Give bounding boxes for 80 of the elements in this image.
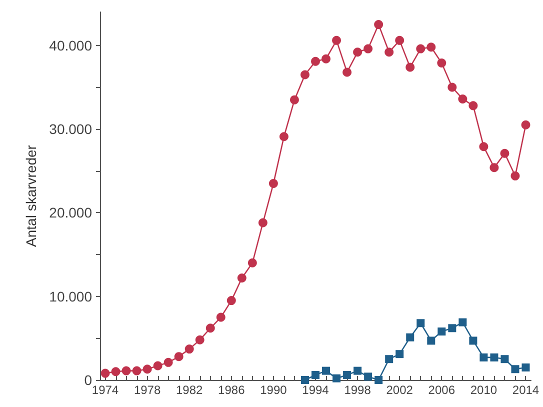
point <box>395 36 404 45</box>
point <box>174 352 184 362</box>
point <box>438 327 446 336</box>
point <box>490 353 498 362</box>
point <box>353 48 362 57</box>
point <box>268 178 278 188</box>
y-tick-label: 10.000 <box>49 288 92 304</box>
point <box>458 94 468 104</box>
point <box>279 132 288 142</box>
point <box>374 376 383 384</box>
point <box>195 335 204 344</box>
point <box>468 101 478 110</box>
point <box>206 324 215 333</box>
point <box>290 95 299 104</box>
point <box>258 218 268 228</box>
y-tick-label: 0 <box>84 372 92 388</box>
point <box>122 366 131 376</box>
point <box>100 368 110 378</box>
point <box>416 319 425 328</box>
point <box>500 355 509 364</box>
point <box>216 312 226 322</box>
point <box>300 70 310 80</box>
point <box>479 142 488 152</box>
point <box>396 350 404 358</box>
point <box>322 54 331 64</box>
point <box>153 361 162 370</box>
point <box>480 353 488 362</box>
point <box>510 171 520 180</box>
point <box>342 68 352 77</box>
point <box>364 44 373 54</box>
point <box>311 56 320 66</box>
point <box>142 364 152 374</box>
point <box>521 120 530 130</box>
point <box>164 358 173 367</box>
point <box>374 20 384 30</box>
x-tick-label: 1986 <box>218 383 246 397</box>
y-tick-label: 40.000 <box>49 37 92 54</box>
point <box>522 363 530 372</box>
point <box>111 367 120 376</box>
point <box>248 258 257 268</box>
point <box>132 366 142 376</box>
x-tick-label: 1998 <box>344 383 372 397</box>
x-tick-label: 1974 <box>92 383 119 397</box>
x-tick-label: 1994 <box>302 383 330 397</box>
y-tick-label: 30.000 <box>49 121 92 138</box>
point <box>300 376 309 384</box>
x-tick-label: 2010 <box>470 383 498 397</box>
point <box>332 36 342 45</box>
x-tick-label: 2014 <box>512 383 540 397</box>
x-tick-label: 1990 <box>260 383 288 397</box>
point <box>343 370 352 379</box>
point <box>406 333 414 342</box>
point <box>458 318 467 326</box>
x-tick-label: 1978 <box>134 383 161 397</box>
point <box>226 296 236 306</box>
y-axis-title: Antal skarvreder <box>23 144 39 247</box>
point <box>354 366 362 375</box>
point <box>406 62 415 72</box>
point <box>384 48 394 57</box>
point <box>416 44 426 54</box>
y-tick-label: 20.000 <box>49 204 92 221</box>
point <box>322 366 330 375</box>
point <box>437 58 446 68</box>
point <box>427 336 436 345</box>
point <box>469 336 478 345</box>
point <box>312 370 320 379</box>
point <box>364 372 372 381</box>
x-tick-label: 2006 <box>428 383 456 397</box>
point <box>448 324 456 332</box>
x-tick-label: 2002 <box>386 383 414 397</box>
point <box>448 82 457 92</box>
point <box>237 273 246 282</box>
point <box>490 163 499 172</box>
x-tick-label: 1982 <box>176 383 204 397</box>
point <box>426 42 436 52</box>
point <box>500 148 510 158</box>
point <box>184 344 194 354</box>
point <box>332 374 341 382</box>
point <box>511 365 520 374</box>
point <box>385 355 394 364</box>
